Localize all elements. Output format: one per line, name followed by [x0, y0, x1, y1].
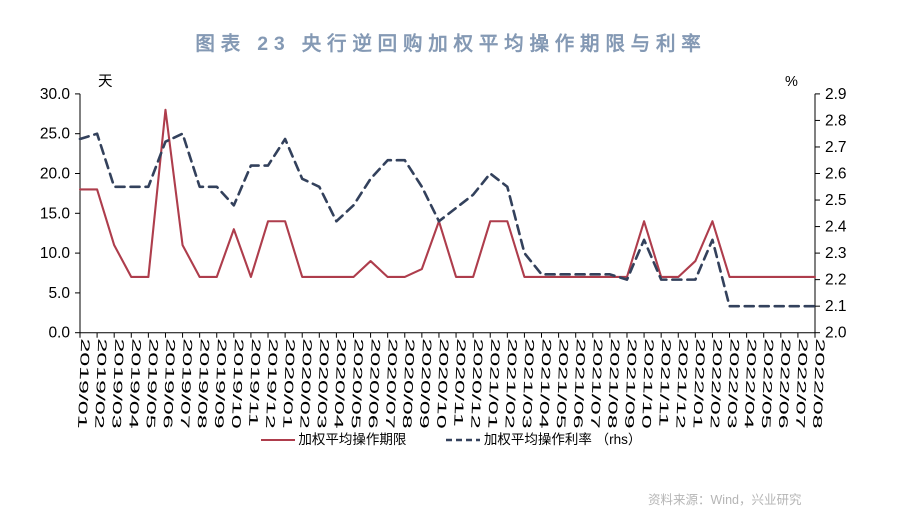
svg-text:2020/02: 2020/02: [297, 338, 314, 429]
svg-text:2.3: 2.3: [825, 245, 847, 262]
svg-text:2019/04: 2019/04: [126, 338, 143, 429]
svg-text:2.9: 2.9: [825, 86, 847, 103]
svg-text:2020/08: 2020/08: [400, 338, 417, 429]
svg-text:2019/07: 2019/07: [177, 338, 194, 429]
svg-text:2021/12: 2021/12: [673, 338, 690, 429]
svg-text:2021/08: 2021/08: [605, 338, 622, 429]
svg-text:2021/10: 2021/10: [639, 338, 656, 429]
svg-text:2020/05: 2020/05: [348, 338, 365, 429]
svg-text:2.5: 2.5: [825, 192, 847, 209]
svg-text:2022/01: 2022/01: [690, 338, 707, 429]
svg-text:2022/06: 2022/06: [776, 338, 793, 429]
svg-text:2019/05: 2019/05: [143, 338, 160, 429]
svg-text:%: %: [785, 74, 798, 90]
svg-text:2021/11: 2021/11: [656, 338, 673, 427]
svg-text:15.0: 15.0: [40, 205, 71, 222]
svg-text:2019/11: 2019/11: [246, 338, 263, 427]
svg-text:10.0: 10.0: [40, 245, 71, 262]
svg-text:2.1: 2.1: [825, 298, 847, 315]
svg-text:2020/06: 2020/06: [365, 338, 382, 429]
svg-text:2021/06: 2021/06: [571, 338, 588, 429]
svg-text:2019/03: 2019/03: [109, 338, 126, 429]
svg-text:2022/08: 2022/08: [810, 338, 827, 429]
svg-text:2019/09: 2019/09: [212, 338, 229, 429]
svg-text:25.0: 25.0: [40, 126, 71, 143]
svg-text:2021/09: 2021/09: [622, 338, 639, 429]
svg-text:2019/02: 2019/02: [92, 338, 109, 429]
svg-text:2020/12: 2020/12: [468, 338, 485, 429]
svg-text:2020/10: 2020/10: [434, 338, 451, 429]
svg-text:2020/11: 2020/11: [451, 338, 468, 427]
svg-text:2019/06: 2019/06: [160, 338, 177, 429]
svg-text:5.0: 5.0: [48, 285, 70, 302]
svg-text:2019/10: 2019/10: [229, 338, 246, 429]
svg-text:2021/05: 2021/05: [553, 338, 570, 429]
svg-text:2020/09: 2020/09: [417, 338, 434, 429]
svg-text:2020/04: 2020/04: [331, 338, 348, 429]
svg-text:2022/07: 2022/07: [793, 338, 810, 429]
svg-text:2020/07: 2020/07: [383, 338, 400, 429]
svg-text:0.0: 0.0: [48, 325, 70, 342]
svg-text:2021/02: 2021/02: [502, 338, 519, 429]
svg-text:2021/07: 2021/07: [588, 338, 605, 429]
svg-text:20.0: 20.0: [40, 166, 71, 183]
svg-text:2.8: 2.8: [825, 112, 847, 129]
svg-text:2019/08: 2019/08: [195, 338, 212, 429]
svg-text:2.4: 2.4: [825, 219, 847, 236]
svg-text:2021/03: 2021/03: [519, 338, 536, 429]
svg-text:30.0: 30.0: [40, 86, 71, 103]
svg-text:2022/04: 2022/04: [742, 338, 759, 429]
svg-text:2019/01: 2019/01: [75, 338, 92, 429]
svg-text:天: 天: [98, 74, 113, 90]
svg-text:2.6: 2.6: [825, 166, 847, 183]
svg-text:2022/02: 2022/02: [707, 338, 724, 429]
svg-text:2.0: 2.0: [825, 325, 847, 342]
svg-text:2.7: 2.7: [825, 139, 847, 156]
svg-text:2022/05: 2022/05: [759, 338, 776, 429]
svg-text:2022/03: 2022/03: [724, 338, 741, 429]
svg-text:2020/03: 2020/03: [314, 338, 331, 429]
svg-text:2021/01: 2021/01: [485, 338, 502, 429]
svg-text:2020/01: 2020/01: [280, 338, 297, 429]
svg-text:2019/12: 2019/12: [263, 338, 280, 429]
svg-text:2021/04: 2021/04: [536, 338, 553, 429]
svg-text:2.2: 2.2: [825, 272, 847, 289]
